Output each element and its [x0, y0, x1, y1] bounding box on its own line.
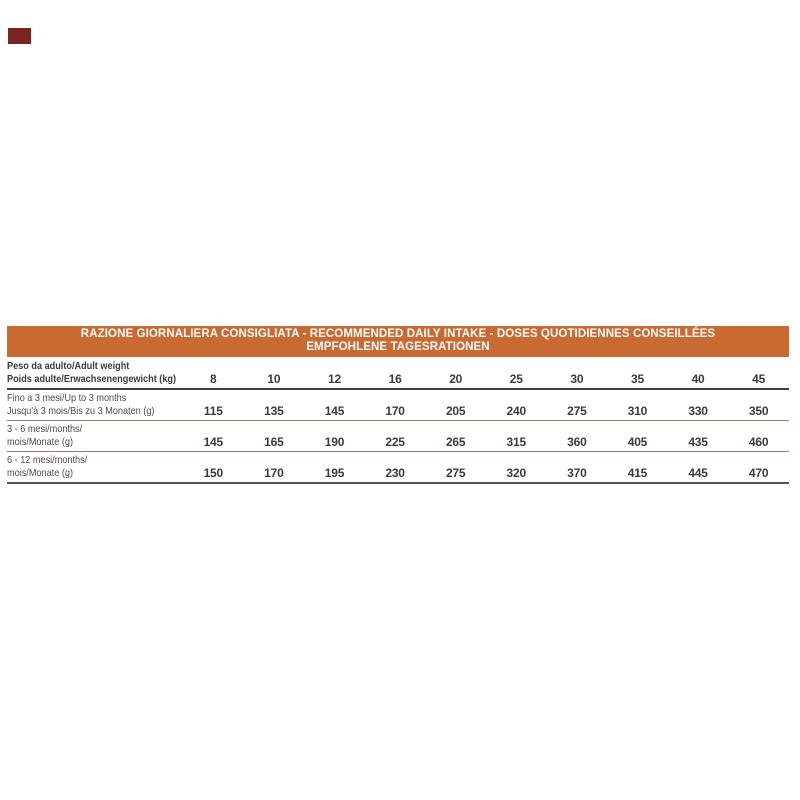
- weight-header-cell: 45: [752, 372, 766, 386]
- row-label-line1: 3 - 6 mesi/months/: [7, 423, 83, 435]
- intake-value-cell: 275: [567, 404, 587, 418]
- intake-value-cell: 360: [567, 435, 587, 449]
- weight-header-cell: 10: [267, 372, 281, 386]
- table-row-up-to-3-months: Fino a 3 mesi/Up to 3 months Jusqu'à 3 m…: [7, 390, 789, 421]
- intake-value-cell: 330: [688, 404, 708, 418]
- intake-value-cell: 370: [567, 466, 587, 480]
- intake-value-cell: 205: [445, 404, 466, 418]
- intake-value-cell: 275: [445, 466, 466, 480]
- weight-header-cell: 16: [388, 372, 402, 386]
- intake-value-cell: 265: [445, 435, 466, 449]
- table-title-band: RAZIONE GIORNALIERA CONSIGLIATA - RECOMM…: [7, 326, 789, 357]
- intake-value-cell: 145: [203, 435, 224, 449]
- row-label: 3 - 6 mesi/months/ mois/Monate (g): [7, 423, 183, 449]
- intake-value-cell: 225: [385, 435, 405, 449]
- intake-value-cell: 320: [506, 466, 527, 480]
- row-label-line1: 6 - 12 mesi/months/: [7, 454, 88, 466]
- intake-value-cell: 135: [264, 404, 284, 418]
- intake-value-cell: 145: [324, 404, 345, 418]
- table-row-3-6-months: 3 - 6 mesi/months/ mois/Monate (g) 145 16…: [7, 421, 789, 452]
- weight-header-cell: 25: [509, 372, 523, 386]
- intake-value-cell: 415: [627, 466, 648, 480]
- row-value-cells: 145 165 190 225 265 315 360 405 435 460: [183, 436, 789, 449]
- intake-value-cell: 170: [264, 466, 284, 480]
- intake-value-cell: 230: [385, 466, 405, 480]
- brand-mark: [8, 28, 31, 44]
- weight-header-cell: 40: [691, 372, 705, 386]
- weight-header-cell: 12: [328, 372, 341, 386]
- intake-value-cell: 115: [203, 404, 223, 418]
- weight-header-cell: 20: [449, 372, 463, 386]
- row-label-line2: mois/Monate (g): [7, 436, 73, 448]
- intake-value-cell: 470: [748, 466, 769, 480]
- row-label: 6 - 12 mesi/months/ mois/Monate (g): [7, 454, 183, 480]
- intake-value-cell: 445: [688, 466, 708, 480]
- intake-value-cell: 460: [748, 435, 769, 449]
- row-label-line2: mois/Monate (g): [7, 467, 73, 479]
- row-value-cells: 150 170 195 230 275 320 370 415 445 470: [183, 467, 789, 480]
- intake-value-cell: 435: [688, 435, 708, 449]
- weight-header-cells: 8 10 12 16 20 25 30 35 40 45: [183, 373, 789, 386]
- table-title-line2: EMPFOHLENE TAGESRATIONEN: [306, 341, 490, 353]
- intake-value-cell: 310: [627, 404, 648, 418]
- row-label-line1: Fino a 3 mesi/Up to 3 months: [7, 392, 127, 404]
- intake-value-cell: 170: [385, 404, 405, 418]
- header-label: Peso da adulto/Adult weight Poids adulte…: [7, 360, 183, 386]
- intake-value-cell: 150: [203, 466, 224, 480]
- intake-value-cell: 240: [506, 404, 527, 418]
- table-header-row: Peso da adulto/Adult weight Poids adulte…: [7, 357, 789, 390]
- intake-value-cell: 190: [324, 435, 345, 449]
- feeding-table: RAZIONE GIORNALIERA CONSIGLIATA - RECOMM…: [7, 326, 789, 484]
- weight-header-cell: 35: [630, 372, 644, 386]
- weight-header-cell: 30: [570, 372, 584, 386]
- row-label-line2: Jusqu'à 3 mois/Bis zu 3 Monaten (g): [7, 405, 155, 417]
- header-label-line1: Peso da adulto/Adult weight: [7, 360, 130, 372]
- intake-value-cell: 315: [506, 435, 527, 449]
- intake-value-cell: 405: [627, 435, 648, 449]
- row-label: Fino a 3 mesi/Up to 3 months Jusqu'à 3 m…: [7, 392, 183, 418]
- table-title-line1: RAZIONE GIORNALIERA CONSIGLIATA - RECOMM…: [80, 328, 716, 340]
- header-label-line2: Poids adulte/Erwachsenengewicht (kg): [7, 373, 177, 385]
- intake-value-cell: 165: [264, 435, 284, 449]
- row-value-cells: 115 135 145 170 205 240 275 310 330 350: [183, 405, 789, 418]
- table-row-6-12-months: 6 - 12 mesi/months/ mois/Monate (g) 150 1…: [7, 452, 789, 484]
- weight-header-cell: 8: [210, 372, 217, 386]
- intake-value-cell: 195: [324, 466, 345, 480]
- intake-value-cell: 350: [748, 404, 769, 418]
